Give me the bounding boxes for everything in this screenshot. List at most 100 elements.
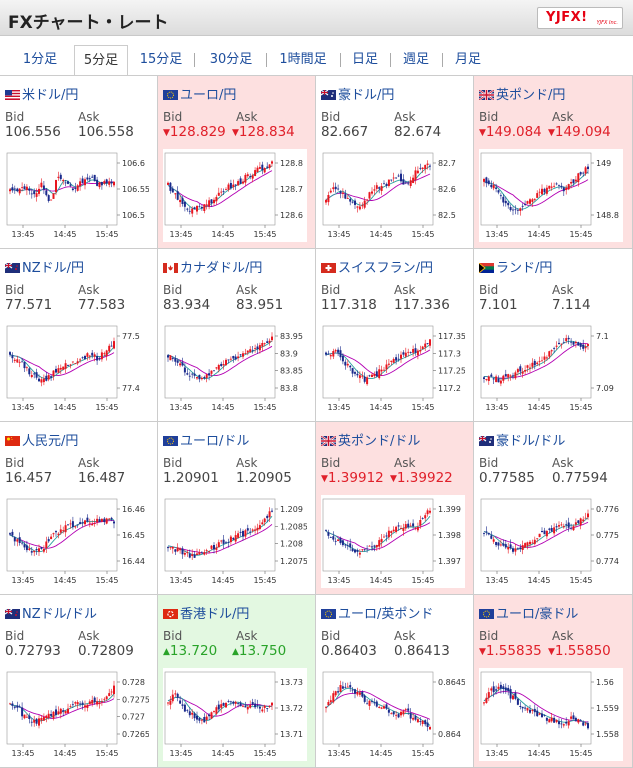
candlestick-chart[interactable]: 106.6 106.55 106.5 13:45 14:45 15:45: [5, 149, 149, 242]
bid-number: 117.318: [321, 297, 377, 313]
pair-link[interactable]: ランド/円: [479, 257, 552, 276]
y-tick-label: 16.46: [122, 505, 145, 514]
candlestick-chart[interactable]: 117.35 117.3 117.25 117.2 13:45 14:45 15:45: [321, 322, 465, 415]
rate-card[interactable]: ランド/円 Bid Ask 7.101 7.114 7.1 7.09 13:45 14:45 15…: [474, 249, 633, 422]
bid-label: Bid: [163, 456, 183, 470]
pair-link[interactable]: 人民元/円: [5, 430, 78, 449]
candle-up: [429, 339, 431, 346]
candlestick-chart[interactable]: 16.46 16.45 16.44 13:45 14:45 15:45: [5, 495, 149, 588]
tab-6[interactable]: 日足: [351, 52, 378, 67]
rate-card[interactable]: NZドル/円 Bid Ask 77.571 77.583 77.5 77.4 13:45 14:…: [0, 249, 158, 422]
logo-text: YJFX!: [546, 10, 588, 25]
rate-card[interactable]: スイスフラン/円 Bid Ask 117.318 117.336 117.35 117.3 1…: [316, 249, 474, 422]
rate-card[interactable]: 豪ドル/ドル Bid Ask 0.77585 0.77594 0.776 0.775 0.77…: [474, 422, 633, 595]
bid-value: 0.72793: [5, 643, 61, 659]
candle-down: [105, 179, 108, 184]
rate-card[interactable]: 英ポンド/円 Bid Ask ▼149.084 ▼149.094 149 148.8 13:4…: [474, 76, 633, 249]
pair-link[interactable]: 香港ドル/円: [163, 603, 249, 622]
candle-up: [174, 193, 177, 195]
candlestick-chart[interactable]: 77.5 77.4 13:45 14:45 15:45: [5, 322, 149, 415]
page-title: FXチャート・レート: [8, 13, 169, 33]
candle-up: [93, 523, 96, 524]
candle-down: [256, 346, 259, 350]
tab-1[interactable]: 1分足: [22, 52, 58, 67]
rate-card[interactable]: カナダドル/円 Bid Ask 83.934 83.951 83.95 83.9 83.85 8…: [158, 249, 316, 422]
candle-down: [567, 522, 570, 528]
candle-up: [412, 717, 415, 720]
candle-down: [361, 691, 364, 697]
candlestick-chart[interactable]: 0.728 0.7275 0.727 0.7265 13:45 14:45 15:45: [5, 668, 149, 761]
rate-card[interactable]: 英ポンド/ドル Bid Ask ▼1.39912 ▼1.39922 1.399 1.398 1…: [316, 422, 474, 595]
y-tick-label: 1.56: [596, 678, 614, 687]
candlestick-chart[interactable]: 1.56 1.559 1.558 13:45 14:45 15:45: [479, 668, 623, 761]
pair-link[interactable]: カナダドル/円: [163, 257, 262, 276]
rate-card[interactable]: 香港ドル/円 Bid Ask ▲13.720 ▲13.750 13.73 13.72 13.7…: [158, 595, 316, 768]
candle-down: [490, 535, 493, 539]
candle-up: [242, 705, 244, 707]
candle-down: [502, 686, 505, 689]
ask-number: 83.951: [236, 297, 284, 313]
candle-down: [502, 543, 505, 546]
rate-card[interactable]: 人民元/円 Bid Ask 16.457 16.487 16.46 16.45 16.44 13…: [0, 422, 158, 595]
pair-link[interactable]: ユーロ/ドル: [163, 430, 249, 449]
pair-link[interactable]: NZドル/ドル: [5, 603, 97, 622]
rate-card[interactable]: NZドル/ドル Bid Ask 0.72793 0.72809 0.728 0.7275 0.…: [0, 595, 158, 768]
candlestick-chart[interactable]: 1.209 1.2085 1.208 1.2075 13:45 14:45 15:45: [163, 495, 307, 588]
rate-card[interactable]: ユーロ/英ポンド Bid Ask 0.86403 0.86413 0.8645 0.864 1…: [316, 595, 474, 768]
pair-link[interactable]: 豪ドル/円: [321, 84, 394, 103]
candle-up: [271, 702, 273, 706]
rate-card[interactable]: 豪ドル/円 Bid Ask 82.667 82.674 82.7 82.6 82.5 13:45…: [316, 76, 474, 249]
candle-up: [205, 374, 208, 379]
rate-card[interactable]: 米ドル/円 Bid Ask 106.556 106.558 106.6 106.55 106.…: [0, 76, 158, 249]
pair-link[interactable]: スイスフラン/円: [321, 257, 433, 276]
bid-number: 7.101: [479, 297, 518, 313]
candle-down: [485, 177, 488, 184]
candlestick-chart[interactable]: 0.8645 0.864 13:45 14:45 15:45: [321, 668, 465, 761]
candle-down: [198, 206, 201, 208]
candle-up: [169, 700, 172, 705]
candlestick-chart[interactable]: 1.399 1.398 1.397 13:45 14:45 15:45: [321, 495, 465, 588]
tab-4[interactable]: 30分足: [209, 52, 253, 67]
pair-link[interactable]: ユーロ/英ポンド: [321, 603, 433, 622]
y-tick-label: 0.7275: [122, 695, 149, 704]
pair-link[interactable]: ユーロ/豪ドル: [479, 603, 578, 622]
rate-card[interactable]: ユーロ/円 Bid Ask ▼128.829 ▼128.834 128.8 128.7 128…: [158, 76, 316, 249]
candlestick-chart[interactable]: 149 148.8 13:45 14:45 15:45: [479, 149, 623, 242]
candle-down: [507, 202, 510, 206]
candle-up: [246, 174, 249, 177]
yjfx-logo[interactable]: YJFX! YJFX Inc.: [537, 7, 623, 29]
candle-up: [105, 696, 108, 700]
rate-card[interactable]: ユーロ/豪ドル Bid Ask ▼1.55835 ▼1.55850 1.56 1.559 1.…: [474, 595, 633, 768]
candle-down: [40, 547, 43, 549]
candlestick-chart[interactable]: 82.7 82.6 82.5 13:45 14:45 15:45: [321, 149, 465, 242]
candle-up: [507, 374, 510, 378]
tab-3[interactable]: 15分足: [139, 52, 183, 67]
candle-up: [531, 199, 534, 202]
candlestick-chart[interactable]: 13.73 13.72 13.71 13:45 14:45 15:45: [163, 668, 307, 761]
pair-link[interactable]: 米ドル/円: [5, 84, 78, 103]
tab-separator: [442, 53, 443, 67]
tab-7[interactable]: 週足: [402, 52, 429, 67]
candlestick-chart[interactable]: 128.8 128.7 128.6 13:45 14:45 15:45: [163, 149, 307, 242]
flag-au-icon: [321, 90, 336, 100]
candle-down: [421, 518, 424, 519]
candle-up: [414, 527, 417, 529]
candle-down: [363, 695, 366, 702]
x-tick-label: 15:45: [95, 230, 118, 239]
candlestick-chart[interactable]: 83.95 83.9 83.85 83.8 13:45 14:45 15:45: [163, 322, 307, 415]
tab-8[interactable]: 月足: [454, 52, 481, 67]
tab-5[interactable]: 1時間足: [279, 52, 327, 67]
pair-link[interactable]: 英ポンド/ドル: [321, 430, 420, 449]
pair-link[interactable]: ユーロ/円: [163, 84, 236, 103]
rate-card[interactable]: ユーロ/ドル Bid Ask 1.20901 1.20905 1.209 1.2085 1.2…: [158, 422, 316, 595]
pair-link[interactable]: NZドル/円: [5, 257, 84, 276]
candlestick-chart[interactable]: 7.1 7.09 13:45 14:45 15:45: [479, 322, 623, 415]
candle-down: [555, 183, 558, 185]
candlestick-chart[interactable]: 0.776 0.775 0.774 13:45 14:45 15:45: [479, 495, 623, 588]
candle-down: [71, 188, 74, 190]
bid-label: Bid: [5, 283, 25, 297]
pair-link[interactable]: 豪ドル/ドル: [479, 430, 565, 449]
tab-2[interactable]: 5分足: [74, 45, 128, 75]
candle-down: [183, 704, 186, 712]
pair-link[interactable]: 英ポンド/円: [479, 84, 565, 103]
